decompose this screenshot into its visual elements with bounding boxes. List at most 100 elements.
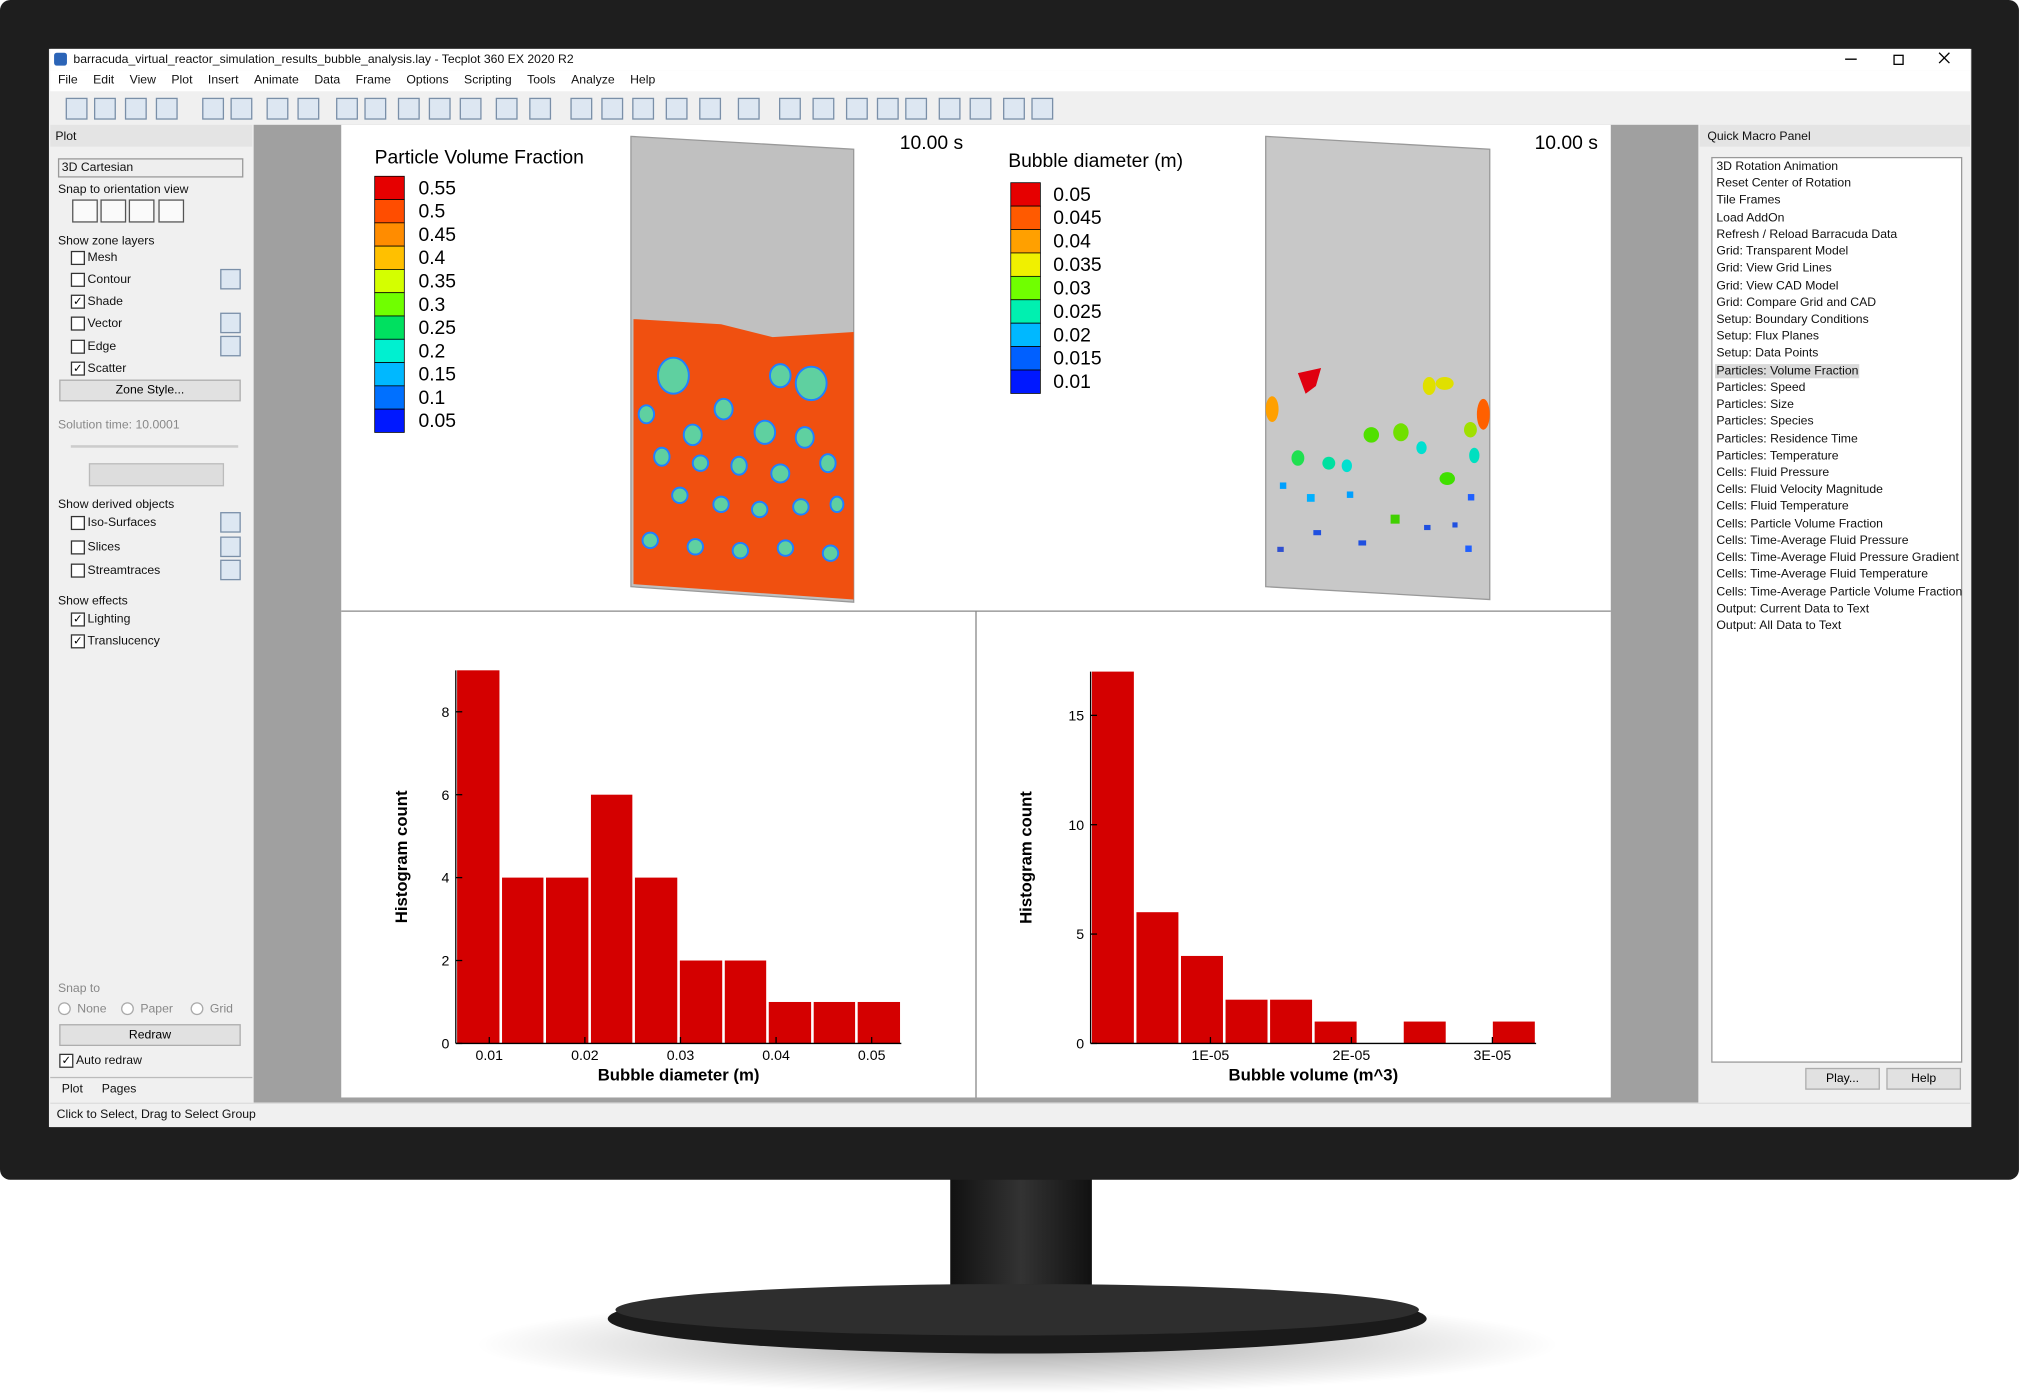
menu-item[interactable]: Help	[630, 73, 656, 88]
toolbar-button[interactable]	[495, 97, 518, 120]
menu-item[interactable]: Data	[314, 73, 341, 88]
macro-item[interactable]: Cells: Fluid Velocity Magnitude	[1716, 482, 1883, 497]
menu-item[interactable]: Animate	[253, 73, 299, 88]
tab[interactable]: Plot	[61, 1082, 83, 1097]
macro-item[interactable]: Load AddOn	[1716, 210, 1785, 225]
button[interactable]: Redraw	[59, 1024, 241, 1047]
option-button[interactable]	[220, 312, 241, 334]
checkbox[interactable]	[70, 272, 85, 287]
macro-item[interactable]: Setup: Data Points	[1716, 346, 1819, 361]
menu-item[interactable]: Analyze	[571, 73, 615, 88]
macro-item[interactable]: Grid: View Grid Lines	[1716, 261, 1832, 276]
macro-item[interactable]: Particles: Temperature	[1716, 448, 1839, 463]
option-button[interactable]	[220, 268, 241, 290]
menu-item[interactable]: Edit	[93, 73, 115, 88]
toolbar-button[interactable]	[1031, 97, 1054, 120]
macro-item[interactable]: Reset Center of Rotation	[1716, 176, 1852, 191]
macro-item[interactable]: Refresh / Reload Barracuda Data	[1716, 227, 1898, 242]
macro-item[interactable]: Cells: Fluid Temperature	[1716, 499, 1849, 514]
macro-item[interactable]: Cells: Time-Average Fluid Pressure	[1716, 533, 1909, 548]
radio[interactable]	[190, 1002, 204, 1016]
checkbox[interactable]	[70, 250, 85, 266]
checkbox[interactable]: ✓	[70, 361, 85, 376]
orientation-button[interactable]	[72, 199, 98, 223]
checkbox[interactable]: ✓	[70, 294, 85, 309]
radio[interactable]	[57, 1002, 71, 1016]
macro-item[interactable]: Tile Frames	[1716, 193, 1781, 208]
checkbox[interactable]	[70, 515, 85, 531]
checkbox[interactable]	[70, 563, 85, 578]
toolbar-button[interactable]	[601, 97, 624, 120]
toolbar-button[interactable]	[938, 97, 961, 120]
menu-item[interactable]: View	[129, 73, 156, 88]
menu-item[interactable]: Plot	[171, 73, 193, 88]
toolbar-button[interactable]	[845, 97, 868, 120]
toolbar-button[interactable]	[124, 97, 147, 120]
macro-item[interactable]: Cells: Time-Average Particle Volume Frac…	[1716, 584, 1963, 599]
macro-item[interactable]: Cells: Particle Volume Fraction	[1716, 516, 1883, 531]
toolbar-button[interactable]	[65, 97, 88, 120]
button[interactable]: Play...	[1805, 1067, 1880, 1090]
toolbar-button[interactable]	[876, 97, 899, 120]
macro-item[interactable]: Particles: Size	[1716, 397, 1794, 412]
menu-item[interactable]: Options	[406, 73, 449, 88]
macro-item[interactable]: Grid: Transparent Model	[1716, 244, 1849, 259]
toolbar-button[interactable]	[737, 97, 760, 120]
option-button[interactable]	[220, 512, 241, 533]
menu-item[interactable]: Frame	[355, 73, 391, 88]
toolbar-button[interactable]	[665, 97, 688, 120]
toolbar-button[interactable]	[969, 97, 992, 120]
toolbar-button[interactable]	[812, 97, 835, 120]
dropdown[interactable]: 3D Cartesian	[57, 158, 244, 178]
toolbar-button[interactable]	[459, 97, 482, 120]
macro-item[interactable]: Grid: View CAD Model	[1716, 278, 1839, 293]
toolbar-button[interactable]	[93, 97, 116, 120]
checkbox[interactable]: ✓	[59, 1053, 74, 1068]
close[interactable]	[1938, 52, 1950, 64]
orientation-button[interactable]	[100, 199, 127, 223]
toolbar-button[interactable]	[428, 97, 451, 120]
checkbox[interactable]: ✓	[70, 612, 85, 627]
toolbar-button[interactable]	[202, 97, 225, 120]
toolbar-button[interactable]	[778, 97, 801, 120]
toolbar-button[interactable]	[266, 97, 289, 120]
checkbox[interactable]	[70, 339, 85, 354]
menu-item[interactable]: File	[57, 73, 78, 88]
button[interactable]: Help	[1886, 1067, 1962, 1090]
macro-item[interactable]: Particles: Speed	[1716, 380, 1806, 395]
macro-item[interactable]: Output: Current Data to Text	[1716, 601, 1870, 616]
macro-item[interactable]: Setup: Flux Planes	[1716, 329, 1820, 344]
menu-item[interactable]: Insert	[207, 73, 239, 88]
toolbar-button[interactable]	[1003, 97, 1025, 120]
radio[interactable]	[121, 1002, 134, 1016]
macro-item[interactable]: Particles: Volume Fraction	[1715, 363, 1860, 378]
checkbox[interactable]	[70, 316, 85, 331]
toolbar-button[interactable]	[297, 97, 320, 120]
orientation-button[interactable]	[128, 199, 155, 223]
toolbar-button[interactable]	[699, 97, 722, 120]
option-button[interactable]	[220, 335, 241, 357]
toolbar-button[interactable]	[397, 97, 420, 120]
macro-item[interactable]: Particles: Residence Time	[1716, 431, 1858, 446]
toolbar-button[interactable]	[529, 97, 552, 120]
toolbar-button[interactable]	[570, 97, 593, 120]
toolbar-button[interactable]	[364, 97, 387, 120]
toolbar-button[interactable]	[905, 97, 928, 120]
option-button[interactable]	[220, 559, 241, 581]
toolbar-button[interactable]	[230, 97, 253, 120]
menu-item[interactable]: Scripting	[464, 73, 512, 88]
macro-item[interactable]: Particles: Species	[1716, 414, 1814, 429]
macro-item[interactable]: Cells: Time-Average Fluid Pressure Gradi…	[1716, 550, 1959, 565]
option-button[interactable]	[220, 536, 241, 558]
macro-item[interactable]: Cells: Time-Average Fluid Temperature	[1716, 567, 1929, 582]
orientation-button[interactable]	[158, 199, 185, 223]
checkbox[interactable]	[70, 540, 85, 555]
macro-item[interactable]: 3D Rotation Animation	[1716, 159, 1839, 174]
toolbar-button[interactable]	[632, 97, 655, 120]
button[interactable]: Zone Style...	[59, 379, 241, 402]
toolbar-button[interactable]	[336, 97, 358, 120]
toolbar-button[interactable]	[155, 97, 178, 120]
macro-item[interactable]: Setup: Boundary Conditions	[1716, 312, 1869, 327]
tab[interactable]: Pages	[101, 1082, 137, 1097]
macro-item[interactable]: Cells: Fluid Pressure	[1716, 465, 1830, 480]
